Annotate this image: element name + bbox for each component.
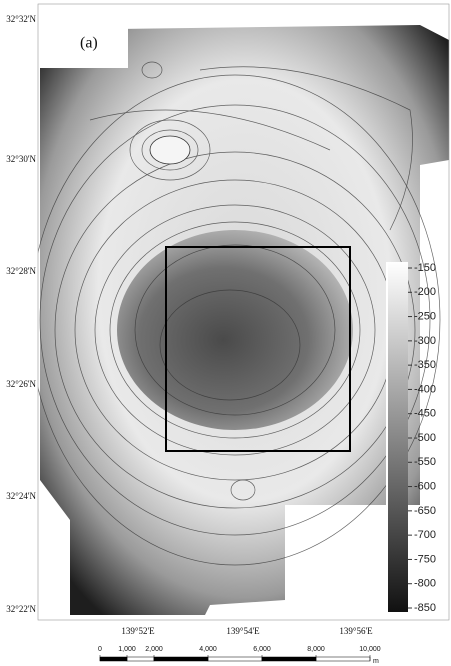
- scale-segment: [154, 657, 208, 661]
- scale-segment: [127, 657, 154, 661]
- latitude-label: 32°22'N: [6, 604, 36, 614]
- scale-unit: m: [373, 658, 379, 665]
- scale-segment: [208, 657, 262, 661]
- scale-bar: 0 1,000 2,000 4,000 6,000 8,000 10,000 m: [98, 646, 381, 665]
- colorbar-label: -400: [414, 383, 436, 395]
- colorbar: [388, 262, 408, 612]
- colorbar-label: -850: [414, 602, 436, 614]
- longitude-label: 139°56'E: [339, 626, 373, 636]
- colorbar-label: -300: [414, 335, 436, 347]
- colorbar-label: -150: [414, 262, 436, 274]
- longitude-label: 139°54'E: [226, 626, 260, 636]
- colorbar-label: -200: [414, 286, 436, 298]
- scale-label: 10,000: [359, 646, 381, 653]
- scale-segment: [316, 657, 370, 661]
- colorbar-label: -250: [414, 310, 436, 322]
- colorbar-label: -550: [414, 456, 436, 468]
- longitude-label: 139°52'E: [121, 626, 155, 636]
- scale-label: 0: [98, 646, 102, 653]
- scale-label: 4,000: [199, 646, 217, 653]
- colorbar-label: -350: [414, 359, 436, 371]
- latitude-label: 32°28'N: [6, 266, 36, 276]
- seamount: [150, 136, 190, 164]
- scale-label: 2,000: [145, 646, 163, 653]
- latitude-label: 32°32'N: [6, 14, 36, 24]
- colorbar-label: -500: [414, 432, 436, 444]
- figure: (a) -150 -200 -250 -300 -350 -400 -450 -500 -550…: [0, 0, 451, 666]
- colorbar-label: -800: [414, 578, 436, 590]
- scale-segment: [262, 657, 316, 661]
- scale-label: 1,000: [118, 646, 136, 653]
- scale-label: 8,000: [307, 646, 325, 653]
- scale-segment: [100, 657, 127, 661]
- colorbar-label: -750: [414, 553, 436, 565]
- colorbar-label: -600: [414, 480, 436, 492]
- colorbar-label: -700: [414, 529, 436, 541]
- colorbar-label: -650: [414, 505, 436, 517]
- panel-label: (a): [80, 35, 98, 52]
- latitude-label: 32°26'N: [6, 379, 36, 389]
- latitude-label: 32°30'N: [6, 154, 36, 164]
- latitude-label: 32°24'N: [6, 491, 36, 501]
- colorbar-label: -450: [414, 408, 436, 420]
- scale-label: 6,000: [253, 646, 271, 653]
